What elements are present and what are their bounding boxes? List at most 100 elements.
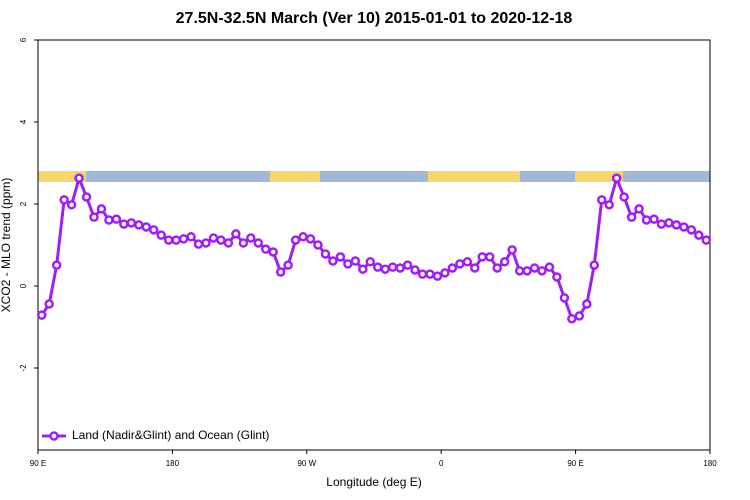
x-tick-label: 0 xyxy=(439,459,444,468)
y-tick-label: 0 xyxy=(19,283,28,288)
data-point xyxy=(455,259,465,269)
data-point xyxy=(425,269,435,279)
data-point xyxy=(246,233,256,243)
data-point xyxy=(171,235,181,245)
data-point xyxy=(596,195,607,205)
data-point xyxy=(163,235,174,245)
data-point xyxy=(89,212,99,222)
data-point xyxy=(208,233,219,243)
data-point xyxy=(134,220,144,230)
data-point xyxy=(589,260,600,270)
data-point xyxy=(111,214,122,224)
x-axis-label: Longitude (deg E) xyxy=(326,475,421,489)
data-point xyxy=(358,264,368,274)
data-point xyxy=(432,271,443,281)
data-point xyxy=(74,173,84,183)
x-tick-label: 180 xyxy=(166,459,180,468)
plot-frame xyxy=(37,39,711,451)
data-point xyxy=(694,230,704,240)
data-point xyxy=(567,314,577,324)
data-point xyxy=(559,293,570,303)
data-point xyxy=(462,257,473,267)
data-point xyxy=(417,269,428,279)
data-point xyxy=(574,311,585,321)
data-point xyxy=(619,192,629,202)
data-point xyxy=(611,173,622,183)
data-point xyxy=(148,225,159,235)
data-point xyxy=(641,215,652,225)
data-point xyxy=(380,264,390,274)
data-point xyxy=(686,225,697,235)
data-point xyxy=(484,252,495,262)
data-point xyxy=(343,259,353,269)
data-point xyxy=(253,238,264,248)
chart-title: 27.5N-32.5N March (Ver 10) 2015-01-01 to… xyxy=(176,10,573,27)
data-point xyxy=(402,260,413,270)
data-point xyxy=(201,238,211,248)
legend-marker xyxy=(49,431,59,441)
data-point xyxy=(634,204,644,214)
series-line xyxy=(40,173,708,321)
data-point xyxy=(679,222,689,232)
y-tick-label: -2 xyxy=(19,364,28,372)
data-point xyxy=(186,232,196,242)
data-point xyxy=(582,299,592,309)
data-point xyxy=(395,263,405,273)
y-tick-label: 4 xyxy=(19,119,28,124)
data-point xyxy=(649,214,659,224)
data-point xyxy=(447,263,458,273)
data-point xyxy=(410,265,420,275)
data-point xyxy=(626,212,637,222)
data-point xyxy=(66,200,77,210)
data-point xyxy=(514,266,525,276)
data-point xyxy=(178,234,189,244)
data-point xyxy=(81,192,92,202)
data-point xyxy=(656,219,667,229)
y-axis-label: XCO2 - MLO trend (ppm) xyxy=(0,178,13,313)
data-point xyxy=(44,299,54,309)
data-point xyxy=(283,260,293,270)
data-point xyxy=(522,266,532,276)
data-point xyxy=(193,239,204,249)
data-point xyxy=(156,230,166,240)
data-point xyxy=(365,257,376,267)
data-point xyxy=(372,262,383,272)
data-point xyxy=(671,220,682,230)
data-point xyxy=(387,262,398,272)
data-point xyxy=(223,238,234,248)
data-point xyxy=(552,272,562,282)
y-tick-label: 6 xyxy=(19,37,28,42)
data-point xyxy=(335,252,346,262)
data-point xyxy=(59,195,69,205)
data-point xyxy=(238,238,249,248)
data-point xyxy=(701,235,712,245)
data-point xyxy=(275,267,286,277)
data-point xyxy=(440,268,450,278)
y-tick-label: 2 xyxy=(19,201,28,206)
data-point xyxy=(104,215,114,225)
data-point xyxy=(126,218,137,228)
data-point xyxy=(313,240,323,250)
data-point xyxy=(141,222,152,232)
data-point xyxy=(268,247,278,257)
x-tick-label: 90 W xyxy=(297,459,316,468)
legend-label: Land (Nadir&Glint) and Ocean (Glint) xyxy=(72,428,269,442)
map-strip xyxy=(38,171,710,182)
data-point xyxy=(231,229,241,239)
data-point xyxy=(216,235,226,245)
data-point xyxy=(320,249,331,259)
x-tick-label: 180 xyxy=(703,459,717,468)
data-point xyxy=(492,263,502,273)
data-point xyxy=(350,256,361,266)
data-point xyxy=(305,234,316,244)
data-point xyxy=(664,218,674,228)
data-point xyxy=(96,204,107,214)
data-point xyxy=(36,310,47,320)
data-point xyxy=(328,256,338,266)
data-point xyxy=(119,219,129,229)
data-point xyxy=(507,245,517,255)
data-point xyxy=(298,232,308,242)
data-point xyxy=(544,262,555,272)
data-point xyxy=(260,244,271,254)
